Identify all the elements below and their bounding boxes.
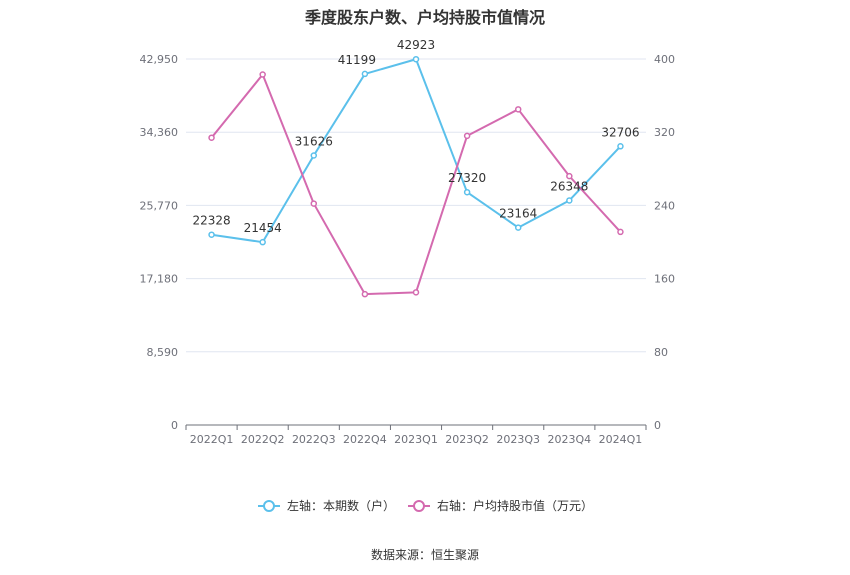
- data-label: 42923: [397, 38, 435, 52]
- data-point-right: [514, 106, 522, 113]
- data-point-right: [566, 172, 573, 180]
- y-left-tick-label: 34,360: [140, 126, 179, 139]
- data-label: 23164: [499, 207, 537, 221]
- data-point-left: [412, 55, 420, 63]
- data-point-left: [566, 197, 573, 204]
- y-right-tick-label: 400: [654, 53, 675, 66]
- data-point-right: [617, 228, 624, 236]
- x-tick-label: 2023Q3: [496, 433, 540, 446]
- data-label: 41199: [338, 53, 376, 67]
- chart-title: 季度股东户数、户均持股市值情况: [304, 8, 545, 27]
- legend-swatch-marker: [263, 500, 275, 512]
- x-tick-label: 2022Q2: [241, 433, 285, 446]
- data-point-right: [463, 132, 471, 140]
- data-point-left: [259, 238, 266, 246]
- data-label: 27320: [448, 171, 486, 185]
- data-point-right: [208, 134, 215, 141]
- x-tick-label: 2023Q1: [394, 433, 438, 446]
- y-right-tick-label: 0: [654, 419, 661, 432]
- data-point-right: [310, 200, 318, 207]
- x-tick-label: 2022Q3: [292, 433, 336, 446]
- x-tick-label: 2024Q1: [599, 433, 643, 446]
- data-labels: 22328 21454 31626 41199 42923 27320 23164 26348…: [192, 38, 639, 235]
- y-right-tick-label: 160: [654, 273, 675, 286]
- legend: 左轴：本期数（户） 右轴：户均持股市值（万元）: [258, 498, 593, 513]
- data-source: 数据来源：恒生聚源: [370, 548, 479, 562]
- x-tick-label: 2022Q4: [343, 433, 387, 446]
- y-left-tick-label: 0: [171, 419, 178, 432]
- x-tick-label: 2023Q4: [548, 433, 592, 446]
- legend-swatch-marker: [413, 500, 425, 512]
- y-left-tick-label: 8,590: [147, 346, 179, 359]
- data-label: 32706: [601, 125, 639, 139]
- series-line-left: [211, 58, 622, 244]
- y-right-tick-label: 240: [654, 199, 675, 212]
- data-label: 21454: [244, 221, 282, 235]
- y-left-tick-label: 42,950: [140, 53, 179, 66]
- data-point-left: [617, 143, 624, 150]
- data-point-left: [361, 70, 369, 78]
- y-right-tick-label: 320: [654, 126, 675, 139]
- axes: 0 0 8,590 80 17,180 160 25,770 240 34,360 320 42,9…: [140, 53, 676, 446]
- grid-lines: [186, 58, 646, 353]
- x-tick-label: 2022Q1: [190, 433, 234, 446]
- x-tick-label: 2023Q2: [445, 433, 489, 446]
- data-point-right: [412, 289, 420, 296]
- data-point-right: [361, 290, 369, 298]
- y-right-tick-label: 80: [654, 346, 668, 359]
- data-label: 31626: [295, 134, 333, 148]
- data-label: 22328: [192, 214, 230, 228]
- legend-label: 左轴：本期数（户）: [287, 498, 395, 513]
- data-point-left: [208, 231, 215, 238]
- data-point-right: [259, 71, 266, 78]
- y-left-tick-label: 17,180: [140, 273, 179, 286]
- series-layer: [208, 55, 624, 298]
- data-point-left: [463, 188, 471, 196]
- y-left-tick-label: 25,770: [140, 199, 179, 212]
- data-label: 26348: [550, 179, 588, 193]
- data-point-left: [310, 152, 318, 159]
- legend-label: 右轴：户均持股市值（万元）: [437, 498, 593, 513]
- data-point-left: [514, 224, 522, 231]
